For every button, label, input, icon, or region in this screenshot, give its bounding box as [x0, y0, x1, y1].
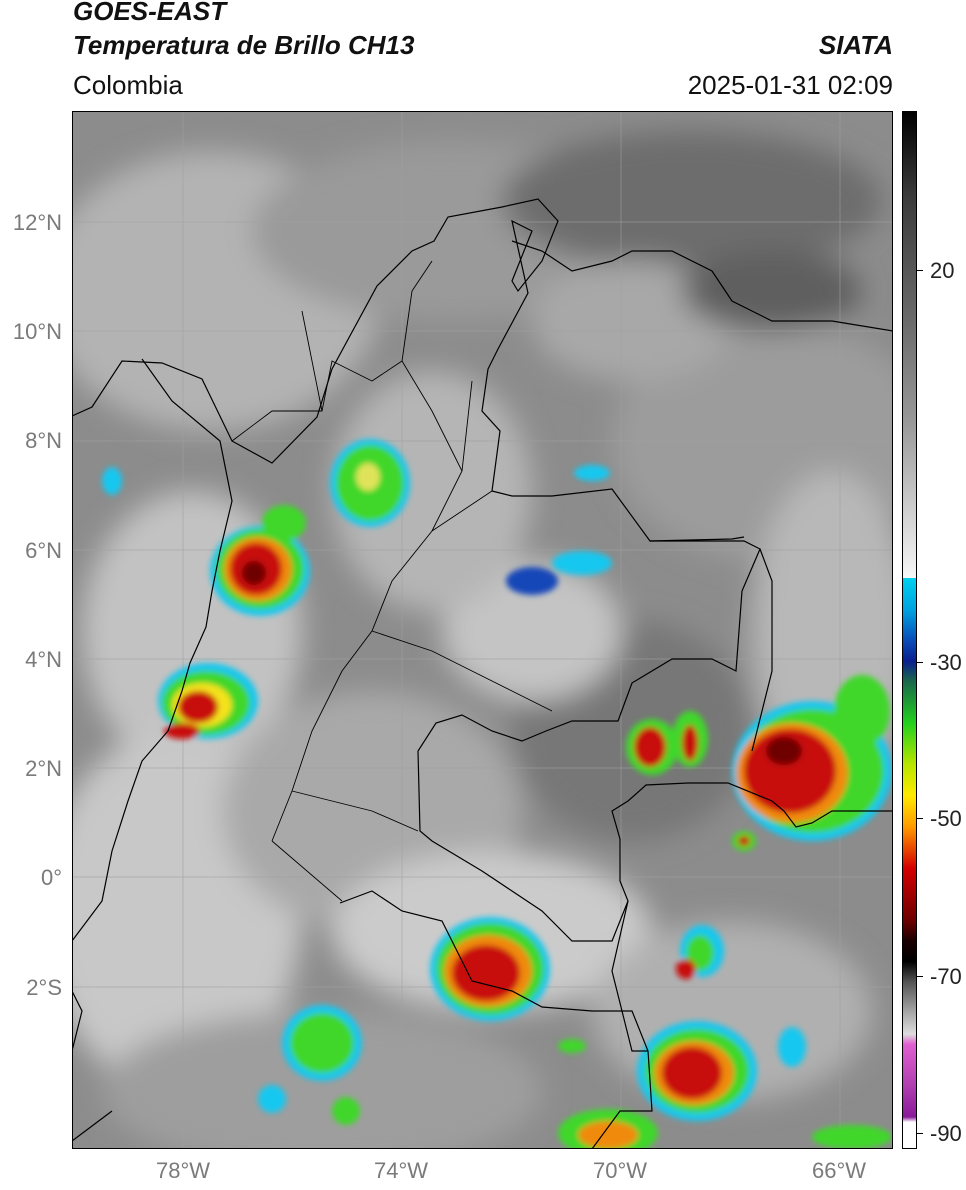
- peru-border: [339, 890, 653, 1150]
- pacific-coast: [71, 358, 233, 942]
- map-canvas: [42, 111, 932, 1171]
- colorbar-tick-neg30: [917, 662, 923, 663]
- storm-cell-ecuador: [258, 1005, 362, 1125]
- ecuador-coast: [71, 990, 113, 1142]
- lat-label-8n: 8°N: [25, 428, 62, 453]
- storm-cell-vaupes: [676, 925, 724, 979]
- organization-label: SIATA: [818, 30, 893, 60]
- venezuela-coast: [511, 240, 894, 332]
- lat-label-10n: 10°N: [12, 319, 62, 344]
- colorbar-label-neg70: -70: [930, 964, 962, 989]
- storm-cells: [102, 439, 892, 1157]
- colorbar-label-neg30: -30: [930, 650, 962, 675]
- colorbar-tick-neg70: [917, 976, 923, 977]
- lon-label-74w: 74°W: [374, 1158, 429, 1183]
- lon-label-70w: 70°W: [593, 1158, 648, 1183]
- storm-cell-east: [732, 675, 892, 841]
- map-border: [72, 111, 893, 1149]
- colorbar-tick-20: [917, 270, 923, 271]
- lon-label-78w: 78°W: [156, 1158, 211, 1183]
- storm-cell-meta: [506, 465, 612, 595]
- colombia-border: [71, 198, 893, 942]
- region-label: Colombia: [73, 70, 183, 100]
- colorbar-label-20: 20: [930, 258, 955, 283]
- lat-label-4n: 4°N: [25, 647, 62, 672]
- satellite-map[interactable]: [42, 111, 932, 1171]
- title-product: Temperatura de Brillo CH13: [73, 30, 415, 60]
- internal-depts: [231, 260, 553, 902]
- storm-cell-amazonas: [558, 1021, 757, 1157]
- colorbar-label-neg50: -50: [930, 806, 962, 831]
- timestamp-label: 2025-01-31 02:09: [687, 70, 893, 100]
- storm-cell-pacific: [158, 663, 258, 739]
- brazil-border: [611, 900, 648, 1052]
- lon-label-66w: 66°W: [812, 1158, 867, 1183]
- colorbar-label-neg90: -90: [930, 1121, 962, 1146]
- lat-label-0: 0°: [40, 865, 62, 890]
- lat-label-2s: 2°S: [26, 975, 62, 1000]
- lat-label-2n: 2°N: [25, 756, 62, 781]
- title-satellite: GOES-EAST: [73, 0, 227, 26]
- storm-cell-small: [102, 467, 892, 1149]
- storm-cell-guaviare: [626, 711, 708, 775]
- colorbar-tick-neg90: [917, 1133, 923, 1134]
- colorbar-tick-neg50: [917, 818, 923, 819]
- gridlines: [72, 111, 893, 1149]
- lat-label-12n: 12°N: [12, 210, 62, 235]
- colorbar: [902, 111, 917, 1149]
- boundaries: [71, 198, 894, 1150]
- lat-label-6n: 6°N: [25, 538, 62, 563]
- storm-cell-antioquia: [210, 505, 310, 616]
- venezuela-border-east: [649, 536, 773, 752]
- storm-cell-central: [330, 439, 410, 527]
